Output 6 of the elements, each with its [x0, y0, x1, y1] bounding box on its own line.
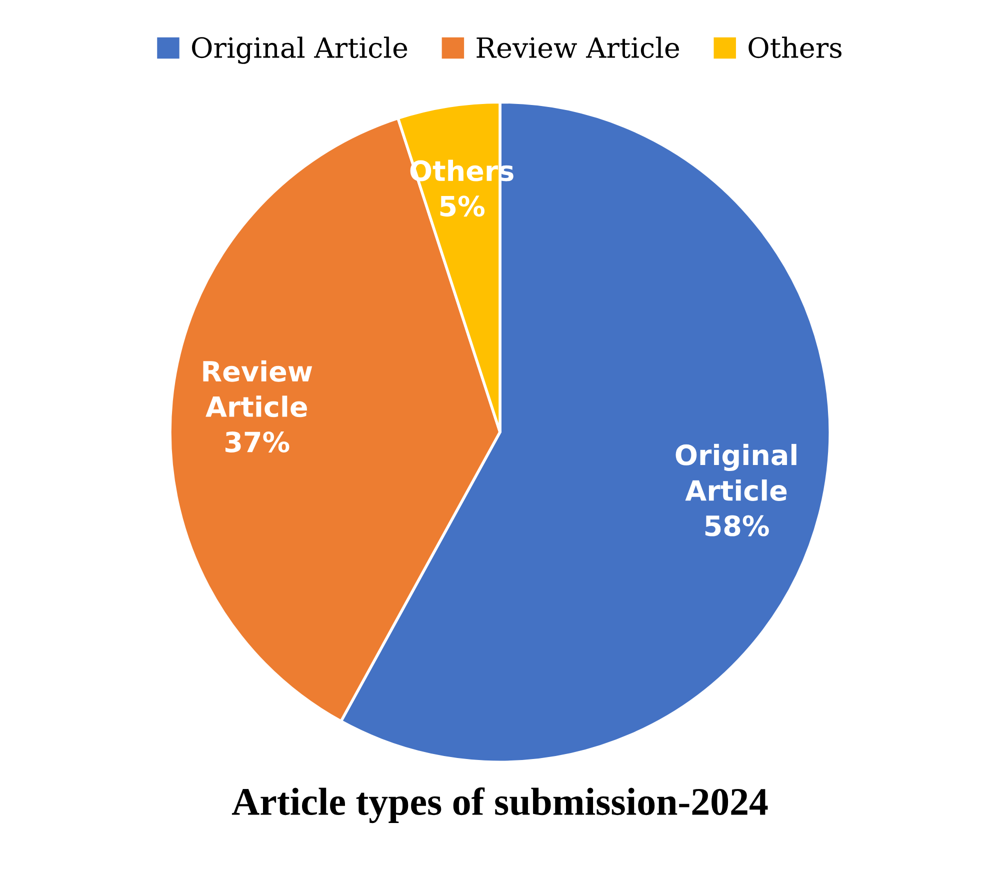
legend-label: Original Article — [192, 36, 408, 64]
data-label: Original Article 58% — [676, 444, 796, 536]
text: Article types of submission-2024 — [232, 787, 768, 824]
legend-label: Review Article — [476, 36, 680, 58]
data-label: Review Article 37% — [203, 360, 312, 452]
legend-label: Others — [748, 36, 842, 58]
